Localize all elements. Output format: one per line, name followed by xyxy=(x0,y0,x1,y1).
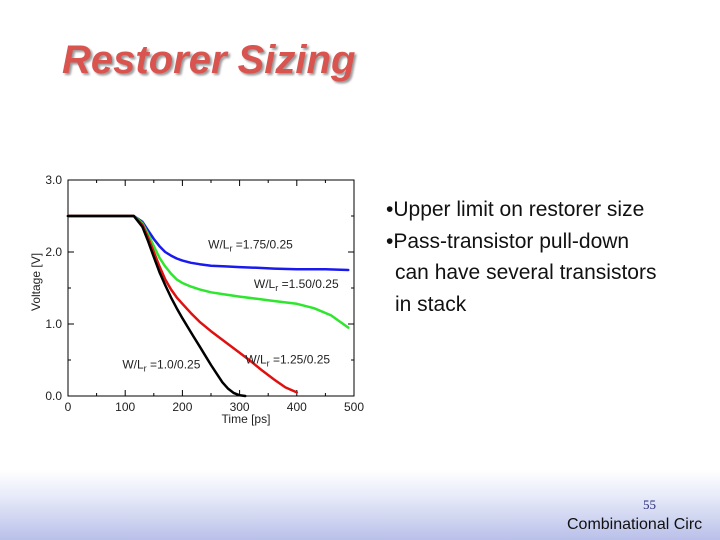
y-axis-label: Voltage [V] xyxy=(29,253,43,311)
series-label-1: W/Lr =1.50/0.25 xyxy=(254,277,339,293)
bullet-list: •Upper limit on restorer size •Pass-tran… xyxy=(386,194,656,320)
series-line-3 xyxy=(66,214,247,398)
y-tick-label: 1.0 xyxy=(45,317,62,331)
footer-bar xyxy=(0,470,720,540)
page-number: 55 xyxy=(643,497,656,512)
x-tick-labels: 0 100 200 300 400 500 xyxy=(65,400,365,414)
series-label-2: W/Lr =1.25/0.25 xyxy=(245,353,330,369)
series-lines xyxy=(66,214,350,398)
series-line-0 xyxy=(66,214,350,272)
bullet-several-transistors: can have several transistors xyxy=(395,261,657,284)
series-label-3: W/Lr =1.0/0.25 xyxy=(122,358,200,374)
slide-title: Restorer Sizing xyxy=(62,38,356,82)
series-line-1 xyxy=(66,214,350,329)
x-tick-label: 0 xyxy=(65,400,72,414)
x-axis-label: Time [ps] xyxy=(222,412,271,426)
x-tick-label: 500 xyxy=(344,400,364,414)
x-tick-label: 300 xyxy=(230,400,250,414)
x-tick-label: 400 xyxy=(287,400,307,414)
axis-ticks xyxy=(67,179,355,397)
footer-text: Combinational Circ xyxy=(567,516,703,533)
bullet-upper-limit: •Upper limit on restorer size xyxy=(386,198,645,221)
bullet-pass-transistor: •Pass-transistor pull-down xyxy=(386,229,630,253)
y-tick-label: 3.0 xyxy=(45,173,62,187)
y-tick-labels: 0.0 1.0 2.0 3.0 xyxy=(45,173,62,403)
series-label-0: W/Lr =1.75/0.25 xyxy=(208,237,293,253)
bullet-in-stack: in stack xyxy=(395,292,467,316)
x-tick-label: 100 xyxy=(115,400,135,414)
x-tick-label: 200 xyxy=(172,400,192,414)
y-tick-label: 2.0 xyxy=(45,245,62,259)
y-tick-label: 0.0 xyxy=(45,389,62,403)
series-labels: W/Lr =1.75/0.25 W/Lr =1.50/0.25 W/Lr =1.25… xyxy=(122,237,339,373)
series-line-2 xyxy=(66,214,299,394)
